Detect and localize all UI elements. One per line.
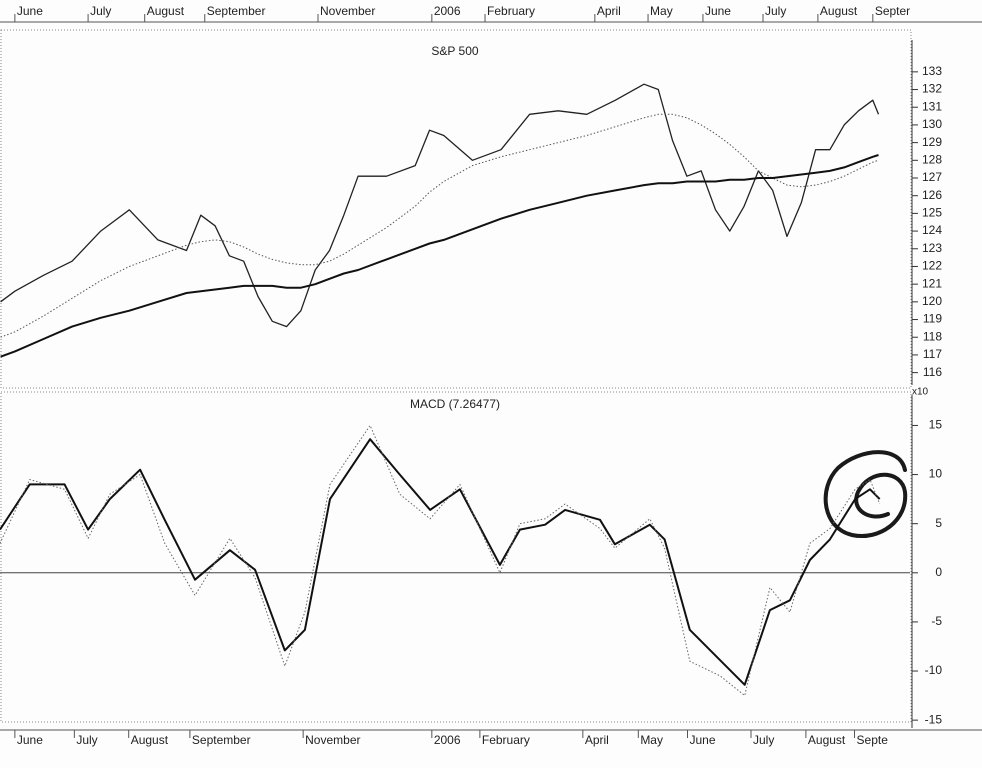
x-tick-label: May xyxy=(650,4,673,18)
x-tick-label: July xyxy=(76,733,97,747)
x-tick-label: February xyxy=(487,4,535,18)
y-tick-label: 126 xyxy=(922,188,942,202)
x-tick-label: November xyxy=(305,733,360,747)
price-panel-frame xyxy=(0,29,912,389)
y-tick-label: 123 xyxy=(922,241,942,255)
y-tick-label: 116 xyxy=(923,365,942,379)
macd-panel-frame xyxy=(0,391,912,723)
hand-drawn-circle xyxy=(823,450,908,539)
x-tick-label: June xyxy=(705,4,731,18)
x-tick-label: May xyxy=(640,733,663,747)
x-tick-label: April xyxy=(585,733,609,747)
y-tick-label: 10 xyxy=(929,467,943,481)
x-tick-label: June xyxy=(17,733,43,747)
y-tick-label: 0 xyxy=(935,565,942,579)
y-tick-label: 5 xyxy=(935,516,942,530)
series-line xyxy=(0,438,881,686)
x-tick-label: September xyxy=(192,733,251,747)
x-tick-label: August xyxy=(131,733,169,747)
series-line xyxy=(0,83,880,328)
y-tick-label: 124 xyxy=(922,223,942,237)
y-tick-label: 118 xyxy=(923,329,942,343)
y-tick-label: 119 xyxy=(923,312,942,326)
y-tick-label: 131 xyxy=(922,99,942,113)
x-tick-label: April xyxy=(597,4,621,18)
series-line xyxy=(0,154,879,358)
chart-title: S&P 500 xyxy=(431,44,478,58)
y-tick-label: 127 xyxy=(922,170,942,184)
x-tick-label: 2006 xyxy=(434,733,461,747)
x-tick-label: August xyxy=(808,733,846,747)
y-tick-label: 129 xyxy=(922,135,942,149)
x-tick-label: June xyxy=(17,4,43,18)
y-tick-label: 120 xyxy=(922,294,942,308)
x-tick-label: November xyxy=(320,4,375,18)
x-tick-label: February xyxy=(482,733,530,747)
y-tick-label: -5 xyxy=(931,614,942,628)
x-tick-label: Septer xyxy=(875,4,910,18)
y-tick-label: 128 xyxy=(922,152,942,166)
chart-title: MACD (7.26477) xyxy=(410,397,500,411)
x-tick-label: August xyxy=(820,4,858,18)
x-tick-label: August xyxy=(147,4,185,18)
y-tick-label: 117 xyxy=(923,347,942,361)
x-tick-label: July xyxy=(765,4,786,18)
y-axis-note: x10 xyxy=(912,387,929,398)
y-tick-label: -15 xyxy=(925,712,943,726)
x-tick-label: June xyxy=(690,733,716,747)
y-tick-label: -10 xyxy=(925,663,943,677)
y-tick-label: 133 xyxy=(922,64,942,78)
y-tick-label: 130 xyxy=(922,117,942,131)
x-tick-label: September xyxy=(207,4,266,18)
series-line xyxy=(0,425,881,697)
y-tick-label: 132 xyxy=(922,82,942,96)
x-tick-label: Septe xyxy=(857,733,889,747)
y-tick-label: 121 xyxy=(922,276,942,290)
x-tick-label: July xyxy=(753,733,774,747)
x-tick-label: July xyxy=(90,4,111,18)
y-tick-label: 122 xyxy=(922,259,942,273)
y-tick-label: 15 xyxy=(929,418,943,432)
y-tick-label: 125 xyxy=(922,206,942,220)
x-tick-label: 2006 xyxy=(434,4,461,18)
